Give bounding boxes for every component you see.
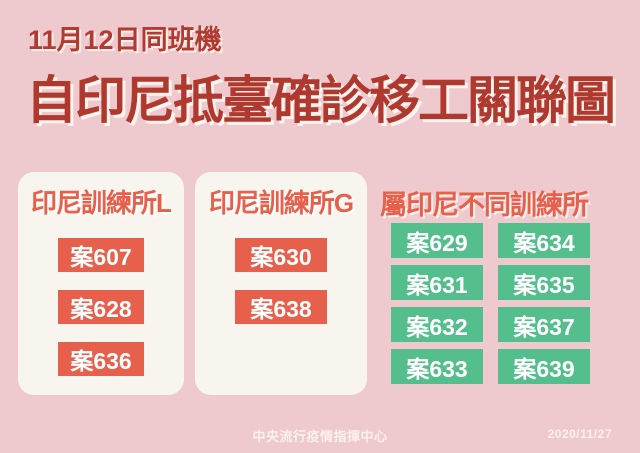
case-badge: 案639: [498, 349, 590, 384]
group-title-training-center-l: 印尼訓練所L: [31, 188, 172, 218]
flight-date-subtitle: 11月12日同班機: [28, 25, 222, 55]
case-badge: 案628: [58, 290, 144, 324]
case-badge: 案632: [391, 307, 483, 342]
case-badge: 案637: [498, 307, 590, 342]
case-badge: 案631: [391, 265, 483, 300]
group-card-training-center-g: 印尼訓練所G 案630 案638: [195, 172, 367, 395]
case-badge: 案633: [391, 349, 483, 384]
case-badge: 案629: [391, 223, 483, 258]
group-title-other-training-centers: 屬印尼不同訓練所: [380, 190, 589, 220]
footer-date: 2020/11/27: [547, 427, 612, 441]
case-badge: 案636: [58, 342, 144, 376]
group-title-training-center-g: 印尼訓練所G: [208, 188, 354, 218]
case-badge: 案634: [498, 223, 590, 258]
case-badge: 案635: [498, 265, 590, 300]
footer-organization: 中央流行疫情指揮中心: [252, 429, 388, 444]
group-grid-other-training-centers: 案629 案634 案631 案635 案632 案637 案633 案639: [391, 223, 590, 384]
case-badge: 案630: [235, 238, 327, 272]
group-card-training-center-l: 印尼訓練所L 案607 案628 案636: [18, 172, 184, 395]
case-badge: 案607: [58, 238, 144, 272]
case-badge: 案638: [235, 290, 327, 324]
page-title: 自印尼抵臺確診移工關聯圖: [26, 72, 616, 129]
